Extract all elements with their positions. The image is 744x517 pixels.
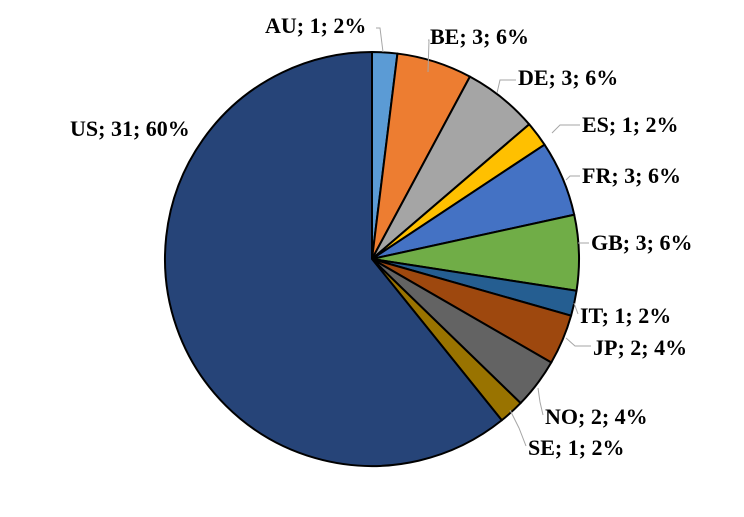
pie-slice-us <box>164 51 503 467</box>
leader-line-no <box>537 387 544 416</box>
leader-line-se <box>509 409 527 447</box>
leader-lines <box>376 27 591 447</box>
data-label-au: AU; 1; 2% <box>265 13 366 38</box>
leader-line-es <box>551 124 580 134</box>
data-label-be: BE; 3; 6% <box>430 24 529 49</box>
data-label-no: NO; 2; 4% <box>545 404 648 429</box>
data-label-de: DE; 3; 6% <box>518 65 618 90</box>
leader-line-jp <box>565 337 591 347</box>
data-label-us: US; 31; 60% <box>70 116 190 141</box>
data-label-jp: JP; 2; 4% <box>593 335 687 360</box>
leader-line-fr <box>565 175 580 181</box>
leader-line-it <box>573 302 579 315</box>
data-label-se: SE; 1; 2% <box>528 435 625 460</box>
leader-line-de <box>496 79 516 94</box>
data-label-es: ES; 1; 2% <box>582 112 679 137</box>
data-label-it: IT; 1; 2% <box>580 303 671 328</box>
data-labels: AU; 1; 2% BE; 3; 6% DE; 3; 6% ES; 1; 2% FR; … <box>70 13 692 460</box>
data-label-fr: FR; 3; 6% <box>582 163 681 188</box>
data-label-gb: GB; 3; 6% <box>591 230 692 255</box>
leader-line-be <box>427 39 430 73</box>
pie-slices <box>164 51 580 467</box>
leader-line-au <box>376 27 384 53</box>
